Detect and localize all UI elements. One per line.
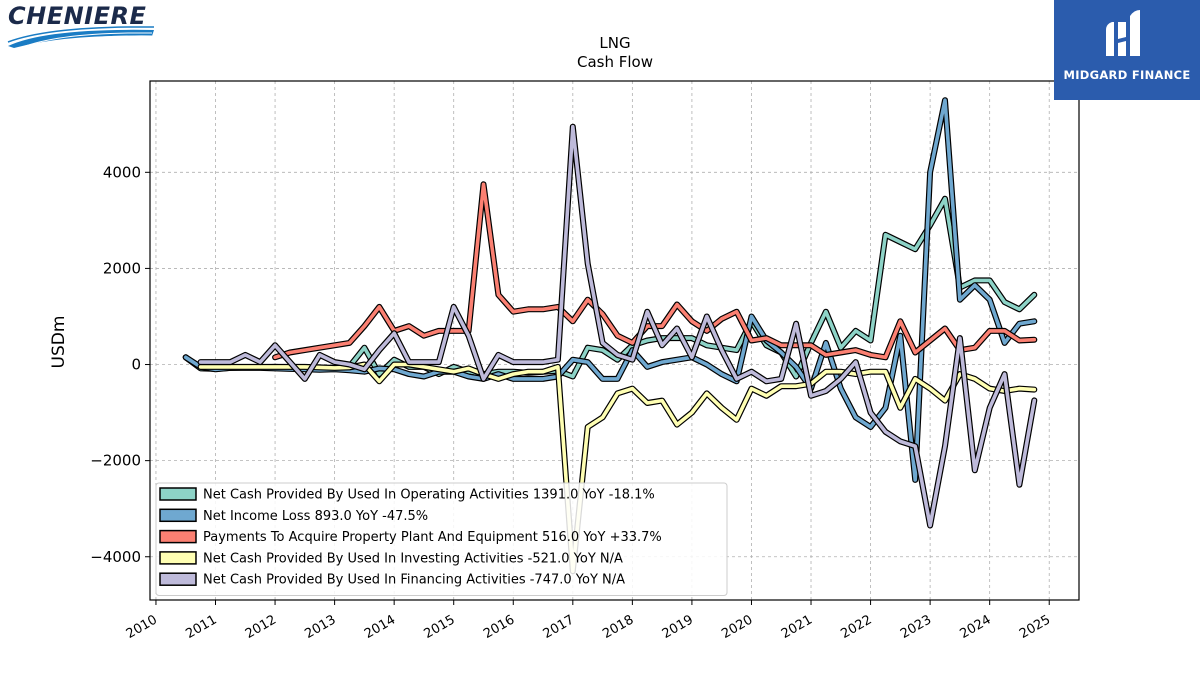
x-tick-label: 2022: [838, 612, 874, 642]
x-tick-label: 2010: [124, 612, 160, 642]
cheniere-swoosh-icon: [7, 26, 155, 49]
legend-entry: Net Cash Provided By Used In Operating A…: [203, 488, 655, 503]
legend-swatch: [159, 529, 197, 544]
cheniere-logo: CHENIERE: [6, 2, 156, 50]
midgard-emblem-icon: [1106, 10, 1140, 56]
y-tick-label: 2000: [103, 259, 141, 277]
series-line: [198, 124, 1037, 528]
x-tick-label: 2015: [422, 612, 458, 642]
x-tick-label: 2023: [898, 612, 934, 642]
x-tick-label: 2012: [243, 612, 279, 642]
chart-title: LNG: [599, 34, 630, 52]
y-tick-label: 0: [131, 356, 141, 374]
x-tick-label: 2020: [719, 612, 755, 642]
y-tick-label: −2000: [90, 452, 141, 470]
x-tick-label: 2011: [183, 612, 219, 642]
x-tick-label: 2021: [779, 612, 815, 642]
y-axis-label: USDm: [49, 316, 69, 369]
x-tick-label: 2016: [481, 612, 517, 642]
y-tick-label: −4000: [90, 548, 141, 566]
legend-swatch: [159, 508, 197, 523]
x-tick-label: 2017: [541, 612, 577, 642]
cheniere-logo-text: CHENIERE: [8, 2, 147, 30]
series-2: [182, 97, 1038, 483]
legend-swatch: [159, 487, 197, 501]
legend-swatch: [159, 572, 197, 586]
y-tick-label: 4000: [103, 163, 141, 181]
x-tick-label: 2013: [302, 612, 338, 642]
legend: Net Cash Provided By Used In Operating A…: [155, 482, 728, 596]
series-line-outline: [197, 123, 1038, 529]
x-tick-label: 2014: [362, 612, 398, 642]
midgard-logo-text: MIDGARD FINANCE: [1063, 68, 1191, 82]
series-4: [197, 361, 1038, 575]
legend-swatch: [159, 551, 197, 565]
legend-entry: Net Cash Provided By Used In Financing A…: [203, 573, 625, 588]
x-tick-label: 2025: [1017, 612, 1053, 642]
series-line: [198, 362, 1037, 574]
series-layer: [182, 97, 1038, 575]
plot-frame: [149, 80, 1080, 601]
x-tick-label: 2018: [600, 612, 636, 642]
legend-entry: Net Income Loss 893.0 YoY -47.5%: [203, 509, 428, 524]
midgard-finance-logo: MIDGARD FINANCE: [1054, 0, 1200, 100]
x-tick-label: 2019: [660, 612, 696, 642]
x-tick-label: 2024: [958, 612, 994, 642]
legend-box: [155, 482, 728, 596]
series-line-outline: [182, 97, 1038, 483]
chart-subtitle: Cash Flow: [577, 53, 653, 71]
legend-entry: Net Cash Provided By Used In Investing A…: [203, 551, 623, 566]
legend-entry: Payments To Acquire Property Plant And E…: [203, 530, 662, 545]
series-5: [197, 123, 1038, 529]
